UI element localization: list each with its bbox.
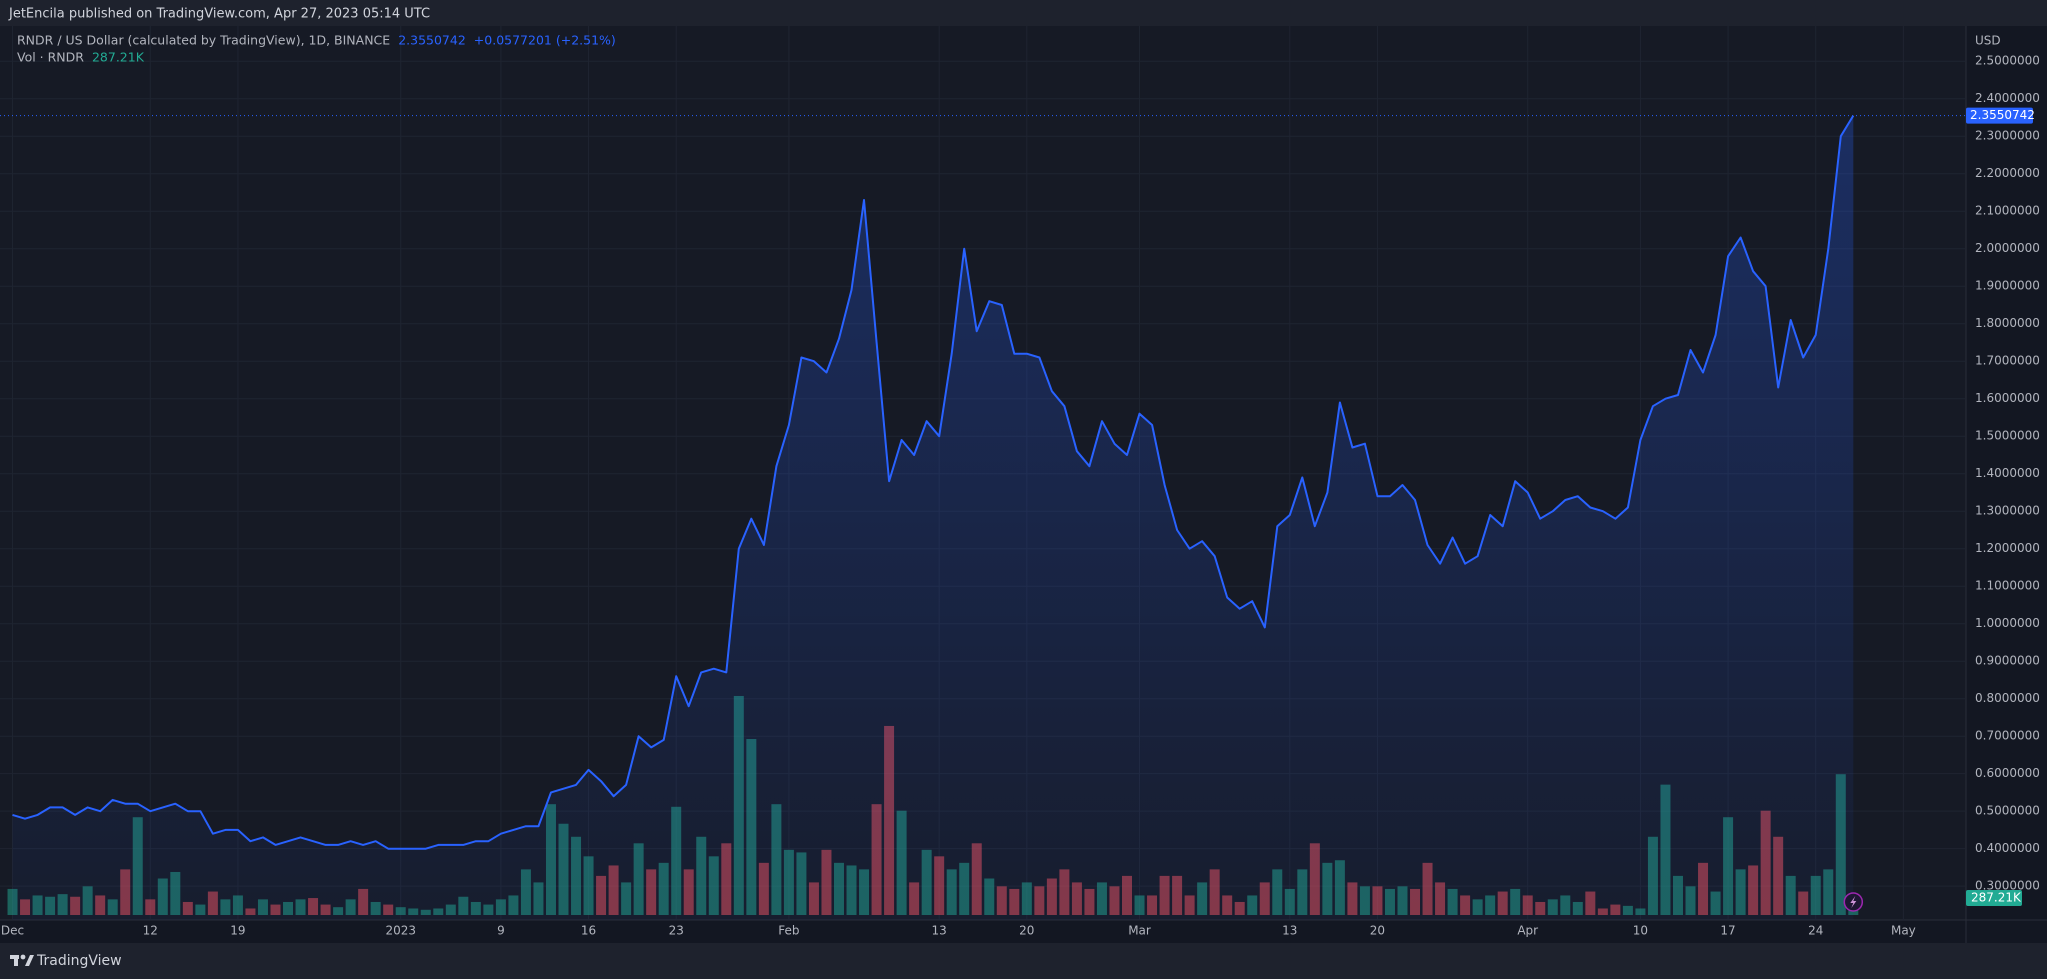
brand: TradingView bbox=[36, 953, 122, 969]
y-tick-label: 2.4000000 bbox=[1975, 91, 2040, 105]
time-axis bbox=[0, 920, 2047, 943]
x-tick-label: 24 bbox=[1808, 924, 1823, 938]
price-axis bbox=[1966, 26, 2047, 920]
x-tick-label: 12 bbox=[143, 924, 158, 938]
y-tick-label: 1.2000000 bbox=[1975, 541, 2040, 555]
x-tick-label: Mar bbox=[1128, 924, 1151, 938]
y-tick-label: 0.7000000 bbox=[1975, 729, 2040, 743]
legend-price: 2.3550742 bbox=[398, 33, 466, 48]
y-tick-label: 1.1000000 bbox=[1975, 579, 2040, 593]
x-tick-label: 10 bbox=[1633, 924, 1648, 938]
x-tick-label: 20 bbox=[1019, 924, 1034, 938]
last-price-label: 2.3550742 bbox=[1970, 108, 2035, 122]
publisher-line: JetEncila published on TradingView.com, … bbox=[8, 7, 430, 22]
x-tick-label: 19 bbox=[230, 924, 245, 938]
last-price-box bbox=[1966, 107, 2033, 124]
y-tick-label: 0.8000000 bbox=[1975, 691, 2040, 705]
y-tick-label: 0.4000000 bbox=[1975, 841, 2040, 855]
y-tick-label: 1.9000000 bbox=[1975, 279, 2040, 293]
x-tick-label: 13 bbox=[932, 924, 947, 938]
x-tick-label: 2023 bbox=[385, 924, 416, 938]
y-tick-label: 1.3000000 bbox=[1975, 504, 2040, 518]
legend-symbol: RNDR / US Dollar (calculated by TradingV… bbox=[17, 33, 390, 48]
y-tick-label: 0.5000000 bbox=[1975, 804, 2040, 818]
x-tick-label: 16 bbox=[581, 924, 596, 938]
x-tick-label: Apr bbox=[1517, 924, 1538, 938]
y-tick-label: 2.5000000 bbox=[1975, 54, 2040, 68]
y-tick-label: 1.4000000 bbox=[1975, 466, 2040, 480]
y-tick-label: 2.1000000 bbox=[1975, 204, 2040, 218]
legend-change: +0.0577201 (+2.51%) bbox=[474, 33, 616, 48]
x-tick-label: Dec bbox=[1, 924, 24, 938]
y-tick-label: 2.0000000 bbox=[1975, 241, 2040, 255]
y-tick-label: 1.5000000 bbox=[1975, 429, 2040, 443]
last-volume-label: 287.21K bbox=[1971, 891, 2022, 905]
y-tick-label: 1.7000000 bbox=[1975, 354, 2040, 368]
axis-unit: USD bbox=[1975, 34, 2001, 48]
x-tick-label: 17 bbox=[1720, 924, 1735, 938]
y-tick-label: 1.0000000 bbox=[1975, 616, 2040, 630]
tradingview-logo bbox=[10, 954, 34, 966]
legend-volume: Vol · RNDR bbox=[17, 50, 84, 65]
y-tick-label: 0.9000000 bbox=[1975, 654, 2040, 668]
legend-volume-value: 287.21K bbox=[92, 50, 145, 65]
x-tick-label: 9 bbox=[497, 924, 505, 938]
x-tick-label: Feb bbox=[778, 924, 799, 938]
alert-icon bbox=[1850, 896, 1857, 908]
x-tick-label: 23 bbox=[669, 924, 684, 938]
y-tick-label: 2.2000000 bbox=[1975, 166, 2040, 180]
price-line bbox=[12, 115, 1855, 850]
x-tick-label: 13 bbox=[1282, 924, 1297, 938]
price-area bbox=[12, 115, 1854, 921]
y-tick-label: 1.6000000 bbox=[1975, 391, 2040, 405]
last-volume-box bbox=[1966, 890, 2022, 906]
y-tick-label: 1.8000000 bbox=[1975, 316, 2040, 330]
y-tick-label: 2.3000000 bbox=[1975, 129, 2040, 143]
y-tick-label: 0.3000000 bbox=[1975, 879, 2040, 893]
x-tick-label: May bbox=[1891, 924, 1916, 938]
y-tick-label: 0.6000000 bbox=[1975, 766, 2040, 780]
x-tick-label: 20 bbox=[1370, 924, 1385, 938]
